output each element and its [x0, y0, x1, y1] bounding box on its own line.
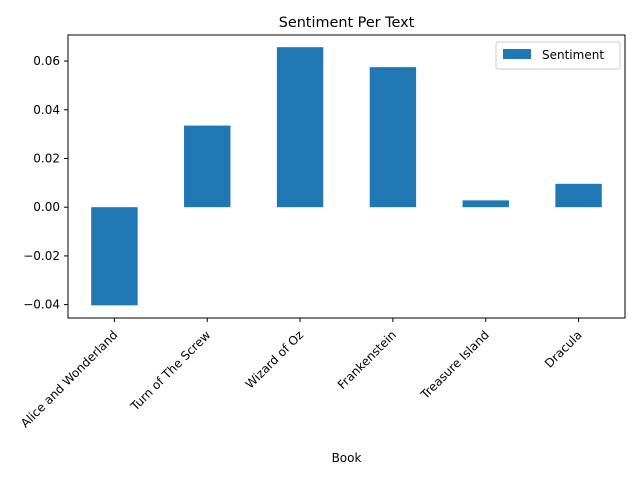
x-tick-label: Treasure Island: [417, 328, 492, 403]
legend-label: Sentiment: [542, 48, 604, 62]
y-tick-label: −0.04: [23, 298, 60, 312]
x-tick-label: Wizard of Oz: [243, 328, 307, 392]
bars-layer: [91, 47, 602, 306]
bar-alice-and-wonderland: [91, 207, 138, 306]
y-tick-label: 0.06: [33, 54, 60, 68]
bar-turn-of-the-screw: [184, 125, 231, 208]
y-tick-label: 0.02: [33, 151, 60, 165]
x-axis-ticks: Alice and Wonderland Turn of The Screw Wiz…: [18, 318, 585, 430]
y-tick-label: −0.02: [23, 249, 60, 263]
plot-frame: [67, 34, 626, 319]
x-tick-label: Dracula: [542, 328, 585, 371]
bar-dracula: [555, 183, 602, 208]
legend: Sentiment: [495, 41, 621, 70]
bar-treasure-island: [462, 200, 509, 208]
bar-wizard-of-oz: [276, 47, 324, 208]
legend-box: [495, 41, 621, 70]
legend-swatch: [503, 49, 531, 59]
axes-layer: [67, 34, 626, 319]
x-tick-label: Alice and Wonderland: [18, 328, 121, 431]
bar-frankenstein: [369, 67, 417, 208]
y-axis-ticks: −0.04 −0.02 0.00 0.02 0.04 0.06: [23, 54, 68, 312]
y-tick-label: 0.00: [33, 200, 60, 214]
x-axis-title: Book: [332, 451, 362, 465]
x-tick-label: Turn of The Screw: [127, 328, 213, 414]
chart-title: Sentiment Per Text: [279, 15, 415, 31]
y-tick-label: 0.04: [33, 103, 60, 117]
x-tick-label: Frankenstein: [335, 328, 399, 392]
